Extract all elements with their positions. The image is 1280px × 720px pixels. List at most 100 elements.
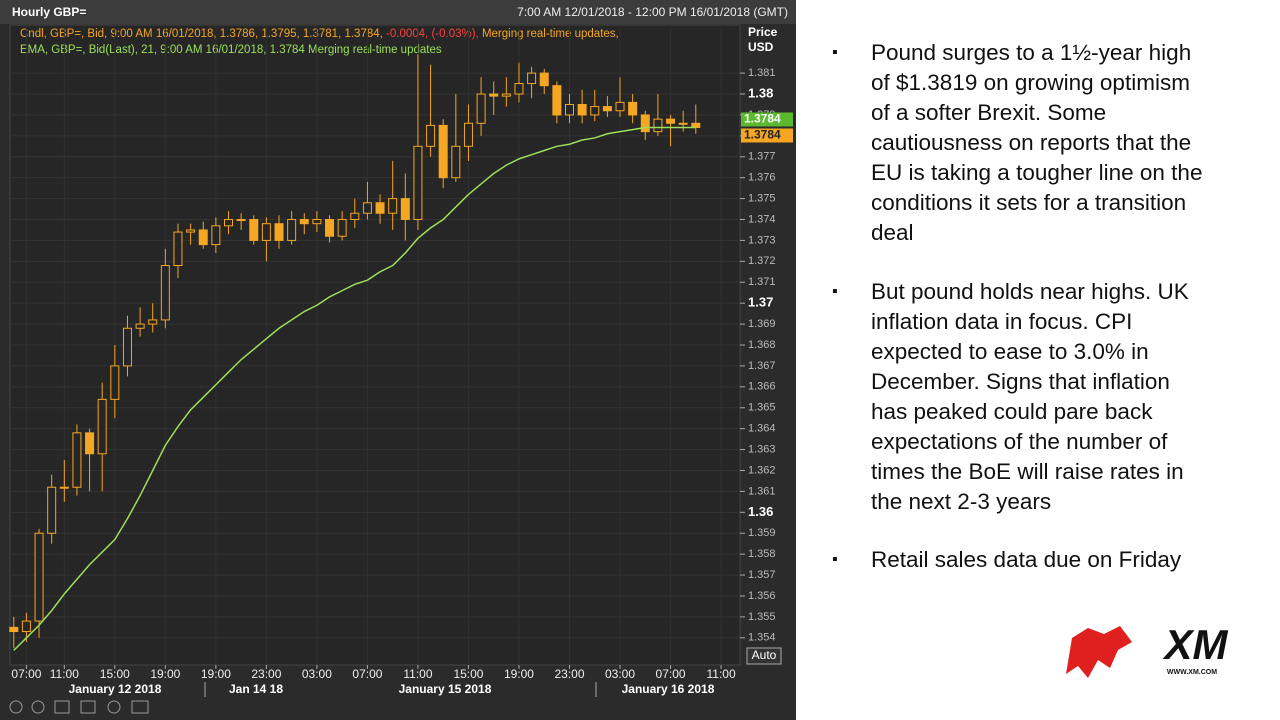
candle-body bbox=[590, 106, 600, 116]
tool-icon[interactable] bbox=[107, 700, 121, 714]
axis-title: USD bbox=[748, 40, 774, 54]
candle-body bbox=[451, 145, 461, 179]
date-label: January 15 2018 bbox=[399, 682, 492, 696]
candle-body bbox=[325, 219, 335, 237]
logo-text: XM bbox=[1163, 621, 1229, 668]
candle-body bbox=[628, 101, 638, 116]
logo-mark bbox=[1066, 626, 1132, 678]
y-tick-label: 1.369 bbox=[748, 318, 776, 330]
y-tick-label: 1.374 bbox=[748, 213, 776, 225]
candle-body bbox=[501, 93, 511, 97]
tool-icon[interactable] bbox=[131, 700, 149, 714]
candle-body bbox=[463, 122, 473, 147]
x-tick-label: 19:00 bbox=[504, 667, 534, 681]
candle-body bbox=[236, 219, 246, 222]
candle-body bbox=[249, 219, 259, 241]
candle-body bbox=[350, 212, 360, 221]
chart-subtitle: 7:00 AM 12/01/2018 - 12:00 PM 16/01/2018… bbox=[517, 5, 788, 19]
price-tag bbox=[741, 128, 793, 143]
price-tag-label: 1.3784 bbox=[744, 128, 781, 142]
x-tick-label: 03:00 bbox=[302, 667, 332, 681]
x-tick-label: 19:00 bbox=[150, 667, 180, 681]
x-tick-label: 19:00 bbox=[201, 667, 231, 681]
legend-candle-status: Merging real-time updates, bbox=[482, 28, 619, 40]
price-tag bbox=[741, 112, 793, 127]
bullet: Pound surges to a 1½-year high of $1.381… bbox=[832, 38, 1212, 248]
y-tick-label: 1.373 bbox=[748, 234, 776, 246]
header-bar bbox=[0, 0, 796, 24]
tool-icon[interactable] bbox=[9, 700, 23, 714]
candle-body bbox=[47, 486, 57, 534]
x-tick-label: 11:00 bbox=[50, 667, 79, 681]
auto-button-label[interactable]: Auto bbox=[752, 648, 777, 662]
toolbar bbox=[9, 700, 149, 714]
candle-body bbox=[400, 198, 410, 221]
auto-button[interactable] bbox=[746, 647, 782, 665]
x-tick-label: 15:00 bbox=[453, 667, 483, 681]
y-tick-label: 1.357 bbox=[748, 569, 776, 581]
candle-body bbox=[539, 72, 549, 87]
candle-body bbox=[9, 626, 19, 633]
tool-icon[interactable] bbox=[31, 700, 45, 714]
candle-body bbox=[388, 198, 398, 214]
y-tick-label: 1.359 bbox=[748, 527, 776, 539]
candle-body bbox=[34, 532, 44, 622]
candle-body bbox=[21, 620, 31, 633]
ema-line bbox=[13, 126, 696, 651]
candle-body bbox=[299, 219, 309, 225]
candle-body bbox=[97, 398, 107, 455]
tool-icon[interactable] bbox=[54, 700, 70, 714]
x-tick-label: 07:00 bbox=[656, 667, 686, 681]
candle-body bbox=[211, 225, 221, 246]
x-tick-label: 23:00 bbox=[554, 667, 584, 681]
y-tick-label: 1.364 bbox=[748, 423, 776, 435]
candle-body bbox=[476, 93, 486, 124]
y-tick-label: 1.376 bbox=[748, 172, 776, 184]
candle-body bbox=[666, 118, 676, 124]
candle-body bbox=[413, 145, 423, 221]
candle-body bbox=[261, 223, 271, 241]
candle-body bbox=[274, 223, 284, 241]
legend-candle-info: Cndl, GBP=, Bid, 9:00 AM 16/01/2018, 1.3… bbox=[20, 28, 383, 40]
tool-icon[interactable] bbox=[80, 700, 96, 714]
chart-title: Hourly GBP= bbox=[12, 5, 86, 19]
candle-body bbox=[552, 85, 562, 116]
legend-candle: Cndl, GBP=, Bid, 9:00 AM 16/01/2018, 1.3… bbox=[20, 28, 619, 40]
y-tick-label: 1.362 bbox=[748, 464, 776, 476]
legend-ema-info: EMA, GBP=, Bid(Last), 21, 9:00 AM 16/01/… bbox=[20, 44, 305, 56]
y-tick-label: 1.354 bbox=[748, 632, 776, 644]
x-tick-label: 15:00 bbox=[100, 667, 130, 681]
candle-body bbox=[122, 327, 132, 367]
date-label: Jan 14 18 bbox=[229, 682, 283, 696]
y-tick-label: 1.38 bbox=[748, 85, 773, 100]
y-tick-label: 1.361 bbox=[748, 485, 776, 497]
candle-body bbox=[312, 219, 322, 225]
x-tick-label: 03:00 bbox=[605, 667, 635, 681]
legend-ema: EMA, GBP=, Bid(Last), 21, 9:00 AM 16/01/… bbox=[20, 44, 442, 56]
chart-panel: Hourly GBP= 7:00 AM 12/01/2018 - 12:00 P… bbox=[0, 0, 796, 720]
bullet-text: Retail sales data due on Friday bbox=[871, 547, 1182, 572]
y-tick-label: 1.36 bbox=[748, 504, 773, 519]
candle-body bbox=[362, 202, 372, 214]
y-tick-label: 1.366 bbox=[748, 381, 776, 393]
candle-body bbox=[85, 432, 95, 455]
y-tick-label: 1.371 bbox=[748, 276, 776, 288]
date-label: January 16 2018 bbox=[622, 682, 715, 696]
price-tag-label: 1.3784 bbox=[744, 112, 781, 126]
candle-body bbox=[148, 319, 158, 325]
candle-body bbox=[287, 219, 297, 241]
y-tick-label: 1.372 bbox=[748, 255, 776, 267]
candle-body bbox=[653, 118, 663, 133]
candle-body bbox=[527, 72, 537, 85]
candle-body bbox=[489, 93, 499, 97]
candle-body bbox=[678, 122, 688, 125]
logo-url: WWW.XM.COM bbox=[1167, 669, 1217, 676]
y-tick-label: 1.355 bbox=[748, 611, 776, 623]
y-tick-label: 1.367 bbox=[748, 360, 776, 372]
y-tick-label: 1.365 bbox=[748, 402, 776, 414]
x-tick-label: 23:00 bbox=[251, 667, 281, 681]
legend-ema-status: Merging real-time updates bbox=[308, 44, 442, 56]
x-tick-label: 11:00 bbox=[706, 667, 735, 681]
y-tick-label: 1.381 bbox=[748, 67, 776, 79]
